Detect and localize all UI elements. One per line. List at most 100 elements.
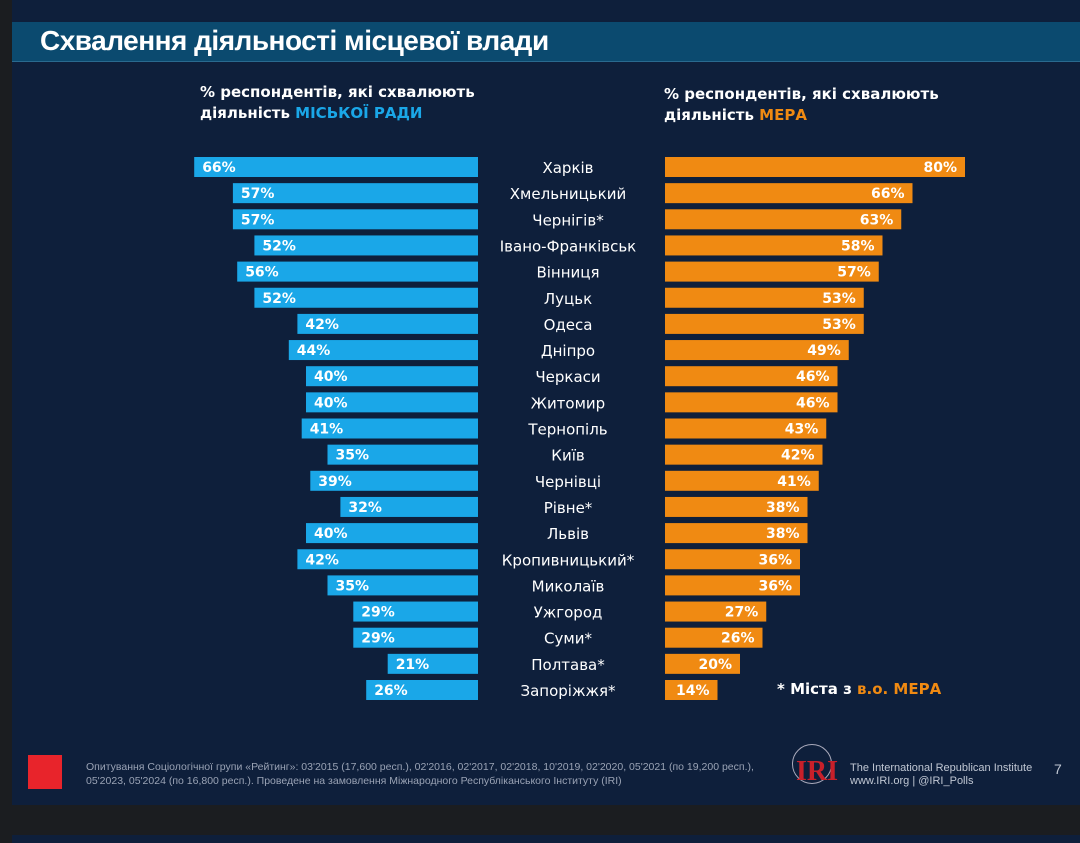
slide-background xyxy=(12,0,1080,805)
council-value-label: 57% xyxy=(241,186,275,202)
iri-name: The International Republican Institute xyxy=(850,762,1033,774)
mayor-value-label: 38% xyxy=(766,500,800,516)
city-label: Запоріжжя* xyxy=(520,682,616,700)
mayor-bar xyxy=(665,549,800,570)
council-value-label: 35% xyxy=(336,448,370,464)
mayor-bar xyxy=(665,340,849,361)
council-value-label: 35% xyxy=(336,578,370,594)
council-value-label: 40% xyxy=(314,369,348,385)
city-label: Ужгород xyxy=(534,604,603,622)
city-label: Львів xyxy=(547,525,589,543)
mayor-bar xyxy=(665,575,800,596)
mayor-value-label: 26% xyxy=(721,631,755,647)
page-title: Схвалення діяльності місцевої влади xyxy=(40,25,549,56)
mayor-value-label: 53% xyxy=(822,317,856,333)
iri-logo: IRI xyxy=(790,744,844,790)
council-value-label: 56% xyxy=(245,265,279,281)
council-bar xyxy=(237,261,478,282)
mayor-value-label: 36% xyxy=(758,552,792,568)
mayor-bar xyxy=(665,627,763,648)
city-label: Хмельницький xyxy=(510,185,626,203)
council-bar xyxy=(306,366,478,387)
council-bar xyxy=(288,340,478,361)
mayor-bar xyxy=(665,653,740,674)
mayor-value-label: 57% xyxy=(837,265,871,281)
council-value-label: 40% xyxy=(314,526,348,542)
left-subtitle-line1: % респондентів, які схвалюють xyxy=(200,83,475,101)
left-subtitle-prefix: діяльність xyxy=(200,104,290,122)
mayor-bar xyxy=(665,157,965,177)
mayor-bar xyxy=(665,235,883,256)
mayor-value-label: 14% xyxy=(676,683,710,699)
mayor-value-label: 43% xyxy=(785,422,819,438)
council-value-label: 42% xyxy=(305,317,339,333)
council-bar xyxy=(306,392,478,413)
mayor-value-label: 46% xyxy=(796,369,830,385)
page-number: 7 xyxy=(1054,761,1062,777)
mayor-bar xyxy=(665,680,718,700)
city-label: Рівне* xyxy=(544,499,593,517)
mayor-bar xyxy=(665,523,808,544)
iri-info: The International Republican Institute w… xyxy=(850,762,1032,788)
mayor-bar xyxy=(665,470,819,491)
council-value-label: 52% xyxy=(262,291,296,307)
council-value-label: 29% xyxy=(361,631,395,647)
council-value-label: 29% xyxy=(361,605,395,621)
city-label: Кропивницький* xyxy=(502,551,635,569)
council-value-label: 21% xyxy=(396,657,430,673)
mayor-value-label: 80% xyxy=(923,160,957,176)
city-label: Івано-Франківськ xyxy=(500,237,637,255)
mayor-bar xyxy=(665,366,838,387)
mayor-bar xyxy=(665,444,823,465)
mayor-value-label: 38% xyxy=(766,526,800,542)
city-label: Житомир xyxy=(531,394,605,412)
city-label: Вінниця xyxy=(536,264,599,282)
council-value-label: 32% xyxy=(348,500,382,516)
council-bar xyxy=(194,157,478,177)
council-value-label: 41% xyxy=(310,422,344,438)
left-subtitle-highlight: МІСЬКОЇ РАДИ xyxy=(295,104,423,122)
city-label: Черкаси xyxy=(535,368,600,386)
council-bar xyxy=(327,444,478,465)
mayor-bar xyxy=(665,418,827,439)
council-bar xyxy=(353,601,478,622)
council-bar xyxy=(297,549,478,570)
mayor-value-label: 20% xyxy=(698,657,732,673)
council-bar xyxy=(254,235,478,256)
council-bar xyxy=(306,523,478,544)
right-subtitle-prefix: діяльність xyxy=(664,106,754,124)
mayor-value-label: 36% xyxy=(758,578,792,594)
right-subtitle-line1: % респондентів, які схвалюють xyxy=(664,85,939,103)
iri-links[interactable]: www.IRI.org | @IRI_Polls xyxy=(850,775,974,787)
city-label: Одеса xyxy=(544,316,593,334)
council-value-label: 39% xyxy=(318,474,352,490)
mayor-value-label: 41% xyxy=(777,474,811,490)
mayor-bar xyxy=(665,496,808,517)
city-label: Луцьк xyxy=(544,290,592,308)
mayor-bar xyxy=(665,601,767,622)
globe-icon xyxy=(792,744,832,784)
mayor-value-label: 46% xyxy=(796,395,830,411)
right-subtitle: % респондентів, які схвалюють діяльність… xyxy=(664,84,939,126)
council-bar xyxy=(301,418,478,439)
mayor-bar xyxy=(665,261,879,282)
mayor-value-label: 49% xyxy=(807,343,841,359)
council-bar xyxy=(340,496,478,517)
city-label: Чернігів* xyxy=(532,211,604,229)
council-bar xyxy=(254,287,478,308)
council-value-label: 44% xyxy=(297,343,331,359)
iri-logo-text: IRI xyxy=(796,756,839,787)
footer-source: Опитування Соціологічної групи «Рейтинг»… xyxy=(86,761,754,787)
council-value-label: 26% xyxy=(374,683,408,699)
city-label: Полтава* xyxy=(531,656,605,674)
mayor-value-label: 53% xyxy=(822,291,856,307)
city-label: Суми* xyxy=(544,630,592,648)
city-label: Чернівці xyxy=(535,473,601,491)
left-subtitle: % респондентів, які схвалюють діяльність… xyxy=(200,82,475,124)
council-value-label: 66% xyxy=(202,160,236,176)
council-value-label: 42% xyxy=(305,552,339,568)
city-label: Миколаїв xyxy=(532,577,605,595)
council-value-label: 40% xyxy=(314,395,348,411)
acting-mayor-note: * Міста з в.о. МЕРА xyxy=(777,680,941,698)
